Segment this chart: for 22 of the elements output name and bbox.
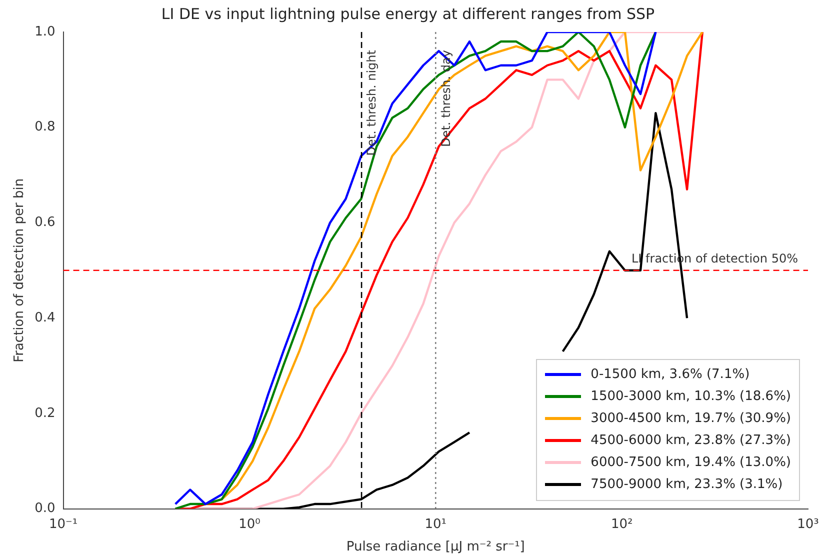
y-tick-label: 0.0 — [34, 501, 56, 516]
x-axis-title: Pulse radiance [μJ m⁻² sr⁻¹] — [346, 540, 525, 555]
y-tick-label: 0.6 — [34, 215, 56, 230]
x-tick-label: 10⁰ — [238, 516, 260, 532]
legend-label: 0-1500 km, 3.6% (7.1%) — [590, 367, 750, 382]
chart-title: LI DE vs input lightning pulse energy at different ranges from SSP — [161, 4, 655, 23]
x-tick-label: 10³ — [797, 516, 819, 532]
legend-label: 6000-7500 km, 19.4% (13.0%) — [590, 455, 791, 470]
x-tick-label: 10² — [610, 516, 633, 532]
y-tick-label: 0.8 — [34, 120, 56, 135]
legend-label: 1500-3000 km, 10.3% (18.6%) — [590, 389, 791, 404]
y-tick-label: 1.0 — [34, 24, 56, 40]
legend-label: 4500-6000 km, 23.8% (27.3%) — [590, 433, 791, 448]
y-tick-label: 0.4 — [34, 310, 56, 326]
ref-line-label: Det. thresh. day — [438, 50, 453, 147]
y-axis-title: Fraction of detection per bin — [12, 178, 28, 362]
legend-label: 7500-9000 km, 23.3% (3.1%) — [590, 477, 783, 492]
ref-line-label: Det. thresh. night — [364, 50, 379, 156]
x-tick-label: 10⁻¹ — [48, 516, 78, 532]
legend-label: 3000-4500 km, 19.7% (30.9%) — [590, 411, 791, 426]
y-tick-label: 0.2 — [34, 406, 56, 421]
x-tick-label: 10¹ — [424, 516, 447, 532]
